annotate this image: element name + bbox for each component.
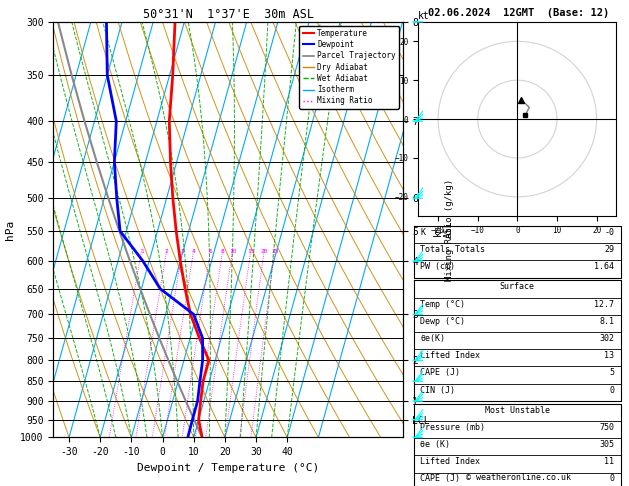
- Text: 3: 3: [181, 249, 184, 254]
- Title: 50°31'N  1°37'E  30m ASL: 50°31'N 1°37'E 30m ASL: [143, 8, 313, 21]
- Text: Mixing Ratio (g/kg): Mixing Ratio (g/kg): [445, 178, 454, 281]
- Text: θe(K): θe(K): [420, 334, 445, 343]
- Text: 5: 5: [610, 368, 615, 377]
- Text: Totals Totals: Totals Totals: [420, 245, 486, 254]
- Text: 1: 1: [140, 249, 143, 254]
- Text: 302: 302: [599, 334, 615, 343]
- Text: 12.7: 12.7: [594, 299, 615, 309]
- Text: K: K: [420, 228, 425, 237]
- Text: 02.06.2024  12GMT  (Base: 12): 02.06.2024 12GMT (Base: 12): [428, 8, 610, 18]
- Text: 305: 305: [599, 440, 615, 449]
- Text: 0: 0: [610, 385, 615, 395]
- Text: Surface: Surface: [500, 282, 535, 291]
- Text: Pressure (mb): Pressure (mb): [420, 423, 486, 432]
- Y-axis label: hPa: hPa: [4, 220, 14, 240]
- Text: Temp (°C): Temp (°C): [420, 299, 465, 309]
- Text: -0: -0: [604, 228, 615, 237]
- Text: 8: 8: [221, 249, 225, 254]
- Text: 0: 0: [610, 474, 615, 484]
- Text: 13: 13: [604, 351, 615, 360]
- Text: θe (K): θe (K): [420, 440, 450, 449]
- Text: Lifted Index: Lifted Index: [420, 351, 481, 360]
- Text: Dewp (°C): Dewp (°C): [420, 317, 465, 326]
- Text: 10: 10: [229, 249, 237, 254]
- Text: © weatheronline.co.uk: © weatheronline.co.uk: [467, 473, 571, 482]
- Text: CIN (J): CIN (J): [420, 385, 455, 395]
- Text: 29: 29: [604, 245, 615, 254]
- Text: 15: 15: [247, 249, 255, 254]
- Text: 20: 20: [260, 249, 268, 254]
- Text: CAPE (J): CAPE (J): [420, 474, 460, 484]
- Text: Most Unstable: Most Unstable: [485, 406, 550, 415]
- Y-axis label: km
ASL: km ASL: [433, 221, 454, 239]
- X-axis label: Dewpoint / Temperature (°C): Dewpoint / Temperature (°C): [137, 463, 319, 473]
- Text: PW (cm): PW (cm): [420, 262, 455, 271]
- Legend: Temperature, Dewpoint, Parcel Trajectory, Dry Adiabat, Wet Adiabat, Isotherm, Mi: Temperature, Dewpoint, Parcel Trajectory…: [299, 26, 399, 108]
- Text: 750: 750: [599, 423, 615, 432]
- Text: 6: 6: [209, 249, 213, 254]
- Text: 25: 25: [271, 249, 279, 254]
- Text: 2: 2: [165, 249, 169, 254]
- Text: Lifted Index: Lifted Index: [420, 457, 481, 466]
- Text: 1.64: 1.64: [594, 262, 615, 271]
- Text: 4: 4: [192, 249, 196, 254]
- Text: CAPE (J): CAPE (J): [420, 368, 460, 377]
- Text: 11: 11: [604, 457, 615, 466]
- Text: 8.1: 8.1: [599, 317, 615, 326]
- Text: kt: kt: [418, 11, 430, 21]
